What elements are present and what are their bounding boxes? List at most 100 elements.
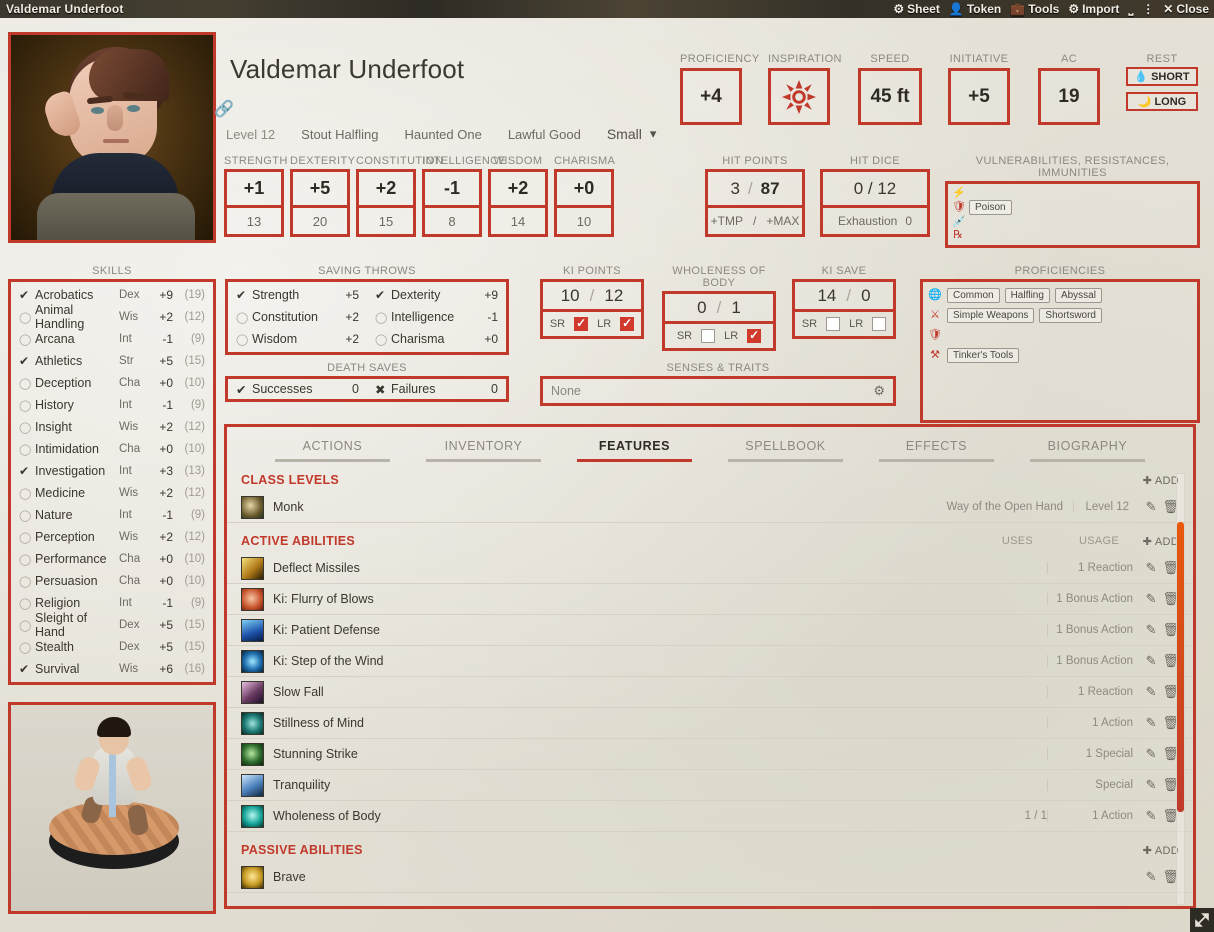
kebab-menu-button[interactable]: ⋮ [1142,3,1154,15]
saving-throw-strength[interactable]: ✔ Strength +5 [228,288,367,302]
sheet-menu-button[interactable]: ⚙ Sheet [893,2,939,16]
skill-row[interactable]: ◯ Perception Wis +2 (12) [11,526,213,548]
feature-row[interactable]: Stillness of Mind 1 Action ✎ 🗑 [227,708,1193,739]
edit-icon[interactable]: ✎ [1145,499,1157,514]
ability-score[interactable]: 10 [576,213,592,229]
character-token-image[interactable] [8,702,216,914]
skill-row[interactable]: ◯ Stealth Dex +5 (15) [11,636,213,658]
proficiency-tag[interactable]: Abyssal [1054,287,1102,303]
trash-icon[interactable]: 🗑 [1162,653,1179,668]
skill-row[interactable]: ◯ Persuasion Cha +0 (10) [11,570,213,592]
skill-row[interactable]: ◯ Insight Wis +2 (12) [11,416,213,438]
trash-icon[interactable]: 🗑 [1162,869,1179,884]
short-rest-button[interactable]: 💧 SHORT [1126,67,1198,86]
tab-features[interactable]: FEATURES [559,439,710,462]
feature-row[interactable]: Monk Way of the Open Hand Level 12 ✎ 🗑 [227,492,1193,523]
ki-save-max[interactable]: 0 [861,285,871,305]
circle-icon[interactable]: ◯ [375,311,388,324]
inspiration-toggle[interactable] [768,68,830,125]
window-resize-handle[interactable] [1190,908,1214,932]
ki-current[interactable]: 10 [560,285,580,305]
edit-icon[interactable]: ✎ [1145,591,1157,606]
hp-current[interactable]: 3 [730,178,740,198]
ability-score[interactable]: 8 [448,213,456,229]
feature-uses[interactable]: 1 / 1 [1024,810,1047,822]
skill-row[interactable]: ◯ History Int -1 (9) [11,394,213,416]
add-button[interactable]: ✚ ADD [1142,535,1179,548]
circle-icon[interactable]: ◯ [19,377,32,390]
feature-row[interactable]: Ki: Patient Defense 1 Bonus Action ✎ 🗑 [227,615,1193,646]
character-size[interactable]: Small [606,126,642,142]
edit-icon[interactable]: ✎ [1145,777,1157,792]
vri-tag[interactable]: Poison [969,200,1012,216]
character-race[interactable]: Stout Halfling [301,126,379,142]
feature-row[interactable]: Deflect Missiles 1 Reaction ✎ 🗑 [227,553,1193,584]
ability-modifier[interactable]: +1 [227,172,281,208]
proficiency-tag[interactable]: Halfling [1004,287,1050,303]
tools-menu-button[interactable]: 💼 Tools [1010,2,1059,16]
proficiency-tag[interactable]: Shortsword [1039,307,1102,323]
popout-button[interactable]: ⎵ [1128,3,1133,15]
hp-temp-field[interactable]: +TMP [710,214,743,228]
circle-icon[interactable]: ◯ [19,597,32,610]
skill-row[interactable]: ✔ Acrobatics Dex +9 (19) [11,284,213,306]
circle-icon[interactable]: ◯ [19,531,32,544]
ki-lr-checkbox[interactable] [620,316,635,331]
ability-modifier[interactable]: +5 [293,172,347,208]
feature-row[interactable]: Slow Fall 1 Reaction ✎ 🗑 [227,677,1193,708]
initiative-value[interactable]: +5 [948,68,1010,125]
circle-icon[interactable]: ◯ [19,399,32,412]
tab-inventory[interactable]: INVENTORY [408,439,559,462]
link-icon[interactable]: 🔗 [214,101,234,118]
check-icon[interactable]: ✔ [19,662,30,676]
character-background[interactable]: Haunted One [404,126,482,142]
circle-icon[interactable]: ◯ [19,487,32,500]
skill-row[interactable]: ◯ Arcana Int -1 (9) [11,328,213,350]
ability-modifier[interactable]: +2 [359,172,413,208]
exhaustion-value[interactable]: 0 [905,214,913,228]
edit-icon[interactable]: ✎ [1145,622,1157,637]
wholeness-current[interactable]: 0 [697,297,707,317]
trash-icon[interactable]: 🗑 [1162,715,1179,730]
import-menu-button[interactable]: ⚙ Import [1068,2,1119,16]
feature-row[interactable]: Ki: Step of the Wind 1 Bonus Action ✎ 🗑 [227,646,1193,677]
ability-modifier[interactable]: -1 [425,172,479,208]
senses-field[interactable]: None ⚙ [540,376,896,406]
tab-spellbook[interactable]: SPELLBOOK [710,439,861,462]
edit-icon[interactable]: ✎ [1145,746,1157,761]
ability-score[interactable]: 15 [378,213,394,229]
edit-icon[interactable]: ✎ [1145,715,1157,730]
ki-save-lr-checkbox[interactable] [872,317,887,331]
trash-icon[interactable]: 🗑 [1162,591,1179,606]
skill-row[interactable]: ✔ Survival Wis +6 (16) [11,658,213,680]
feature-row[interactable]: Tranquility Special ✎ 🗑 [227,770,1193,801]
trash-icon[interactable]: 🗑 [1162,499,1179,514]
circle-icon[interactable]: ◯ [19,333,32,346]
token-menu-button[interactable]: 👤 Token [949,2,1001,16]
check-icon[interactable]: ✔ [19,464,30,478]
skill-row[interactable]: ◯ Sleight of Hand Dex +5 (15) [11,611,213,639]
skill-row[interactable]: ◯ Medicine Wis +2 (12) [11,482,213,504]
tab-actions[interactable]: ACTIONS [257,439,408,462]
content-scrollbar[interactable] [1176,473,1185,905]
check-icon[interactable]: ✔ [375,288,386,302]
trash-icon[interactable]: 🗑 [1162,560,1179,575]
saving-throw-charisma[interactable]: ◯ Charisma +0 [367,332,506,346]
tab-effects[interactable]: EFFECTS [861,439,1012,462]
gear-icon[interactable]: ⚙ [873,383,885,398]
speed-value[interactable]: 45 ft [858,68,922,125]
circle-icon[interactable]: ◯ [19,553,32,566]
edit-icon[interactable]: ✎ [1145,869,1157,884]
check-icon[interactable]: ✔ [236,288,247,302]
circle-icon[interactable]: ◯ [375,333,388,346]
ki-max[interactable]: 12 [604,285,624,305]
ability-score[interactable]: 20 [312,213,328,229]
circle-icon[interactable]: ◯ [19,641,32,654]
ac-value[interactable]: 19 [1038,68,1100,125]
feature-row[interactable]: Brave ✎ 🗑 [227,862,1193,893]
skill-row[interactable]: ✔ Athletics Str +5 (15) [11,350,213,372]
trash-icon[interactable]: 🗑 [1162,808,1179,823]
ability-modifier[interactable]: +2 [491,172,545,208]
long-rest-button[interactable]: 🌙 LONG [1126,92,1198,111]
